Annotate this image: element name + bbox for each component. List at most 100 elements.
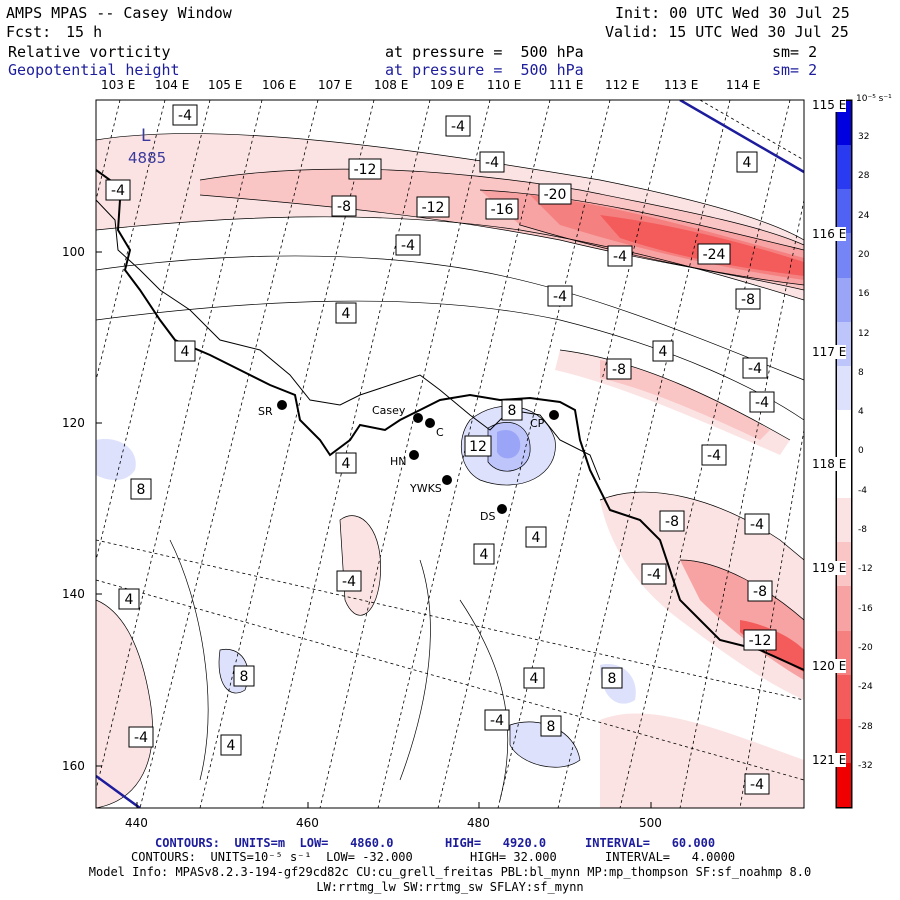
station-dot — [413, 413, 423, 423]
colorbar-label: 32 — [858, 132, 870, 142]
colorbar-label: 16 — [858, 289, 870, 300]
station-dot — [442, 475, 452, 485]
colorbar-label: 12 — [858, 328, 870, 339]
contour-label: -4 — [401, 238, 415, 254]
colorbar-label: -20 — [858, 642, 873, 653]
lon-label: 104 E — [155, 78, 190, 92]
station-markers — [277, 400, 559, 514]
lon-label: 114 E — [726, 78, 761, 92]
lat-label-right: 115 E — [812, 98, 847, 112]
contour-label: 4 — [532, 530, 541, 546]
x-axis-label: 460 — [296, 816, 319, 830]
contour-label: -4 — [613, 249, 627, 265]
field1-sm: sm= 2 — [772, 43, 818, 61]
station-dot — [497, 504, 507, 514]
footer-vort-high: HIGH= 32.000 — [470, 850, 557, 864]
vorticity-pos-core — [497, 429, 521, 459]
colorbar-swatch — [837, 145, 851, 190]
colorbar-label: -8 — [858, 525, 867, 535]
vorticity-pos-region — [96, 439, 136, 480]
y-axis-label: 160 — [62, 759, 85, 773]
colorbar-label: -24 — [858, 682, 873, 693]
station-dot — [425, 418, 435, 428]
contour-label: -4 — [178, 108, 192, 124]
vorticity-neg-region — [96, 600, 153, 808]
valid-time: Valid: 15 UTC Wed 30 Jul 25 — [605, 23, 849, 41]
lon-label: 108 E — [374, 78, 409, 92]
colorbar-unit: 10⁻⁵ s⁻¹ — [856, 94, 892, 104]
contour-label: -12 — [422, 200, 445, 216]
colorbar-swatch — [837, 409, 851, 454]
vorticity-pos-region — [510, 721, 580, 768]
longitude-gridlines — [96, 100, 804, 808]
lon-label: 112 E — [605, 78, 640, 92]
contour-label: 4 — [342, 456, 351, 472]
colorbar-label: 4 — [858, 407, 864, 418]
contour-label: 8 — [547, 719, 556, 735]
contour-label: -4 — [647, 567, 661, 583]
y-axis-label: 120 — [62, 416, 85, 430]
y-axis-label: 140 — [62, 587, 85, 601]
contour-label: -4 — [485, 155, 499, 171]
contour-label: 8 — [240, 669, 249, 685]
colorbar-label: 24 — [858, 210, 870, 221]
contour-label: -4 — [342, 574, 356, 590]
contour-label: -4 — [750, 777, 764, 793]
contour-label: -8 — [741, 292, 755, 308]
contour-label: -4 — [748, 361, 762, 377]
colorbar-label: 28 — [858, 171, 870, 182]
contour-label: 4 — [659, 344, 668, 360]
colorbar-swatch — [837, 277, 851, 322]
coastline — [96, 199, 601, 481]
contour-label: -4 — [553, 289, 567, 305]
lon-label: 111 E — [549, 78, 584, 92]
contour-label: -4 — [111, 183, 125, 199]
contour-label: 4 — [342, 306, 351, 322]
x-axis-label: 480 — [467, 816, 490, 830]
footer-vort-units: CONTOURS: UNITS=10⁻⁵ s⁻¹ LOW= -32.000 — [131, 850, 413, 864]
lat-label-right: 116 E — [812, 227, 847, 241]
lat-label-right: 121 E — [812, 753, 847, 767]
station-dot — [549, 410, 559, 420]
contour-label: -8 — [337, 199, 351, 215]
colorbar-swatch — [837, 101, 851, 146]
colorbar-swatch — [837, 233, 851, 278]
height-contour — [679, 100, 804, 174]
station-label: DS — [480, 510, 495, 523]
colorbar-swatch — [837, 674, 851, 719]
contour-label: -12 — [354, 162, 377, 178]
contour-label: -12 — [749, 633, 772, 649]
lon-label: 109 E — [430, 78, 465, 92]
colorbar-swatch — [837, 365, 851, 410]
colorbar-swatch — [837, 189, 851, 234]
station-label: C — [436, 426, 444, 439]
station-label: CP — [530, 417, 545, 430]
contour-label: -20 — [544, 187, 567, 203]
vorticity-neg-band — [600, 360, 770, 440]
lon-label: 106 E — [262, 78, 297, 92]
contour-label: 4 — [181, 344, 190, 360]
lon-label: 113 E — [664, 78, 699, 92]
colorbar-swatch — [837, 762, 851, 807]
colorbar-swatch — [837, 321, 851, 366]
contour-label: 4 — [227, 738, 236, 754]
contour-label: -4 — [451, 119, 465, 135]
contour-label: 8 — [508, 403, 517, 419]
colorbar-label: -28 — [858, 721, 873, 732]
contour-label: -8 — [753, 584, 767, 600]
lon-label: 105 E — [208, 78, 243, 92]
coastline — [96, 169, 804, 671]
low-center-value: 4885 — [128, 149, 166, 167]
model-title: AMPS MPAS -- Casey Window — [6, 4, 232, 22]
station-dot — [277, 400, 287, 410]
colorbar-label: -16 — [858, 603, 873, 614]
init-time: Init: 00 UTC Wed 30 Jul 25 — [615, 4, 850, 22]
x-axis-label: 440 — [125, 816, 148, 830]
station-label: Casey — [372, 404, 406, 417]
footer-model-info: Model Info: MPASv8.2.3-194-gf29cd82c CU:… — [88, 865, 812, 879]
field1-level: at pressure = 500 hPa — [385, 43, 584, 61]
footer-height-high: HIGH= 4920.0 — [445, 836, 547, 850]
lon-label: 107 E — [318, 78, 353, 92]
footer-vort-interval: INTERVAL= 4.0000 — [605, 850, 736, 864]
